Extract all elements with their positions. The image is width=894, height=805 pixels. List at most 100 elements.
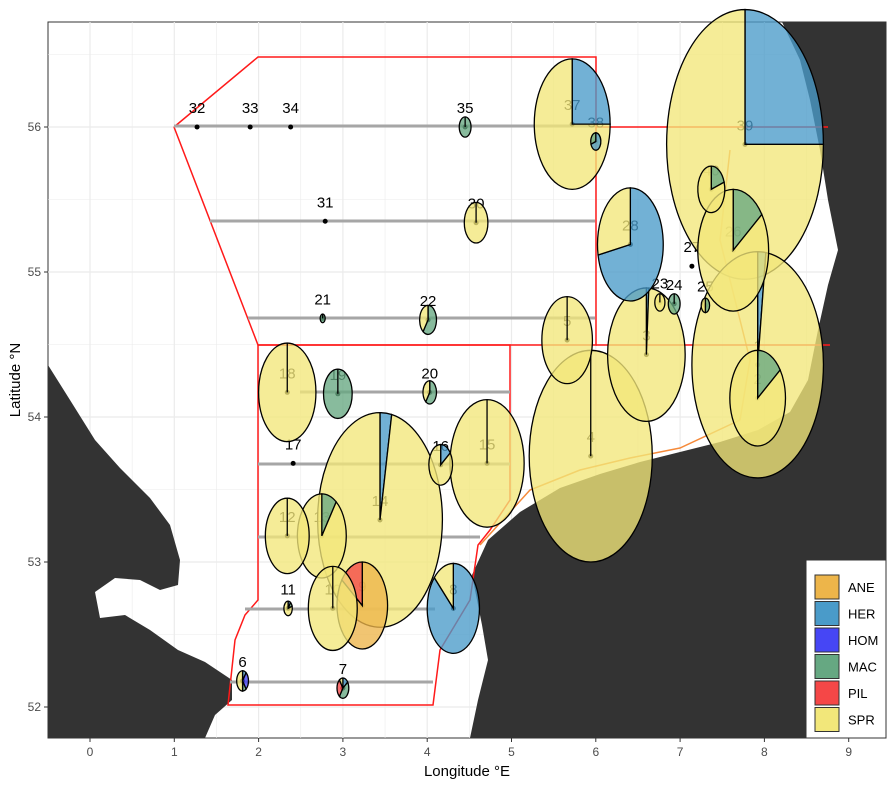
- legend-key-HOM: [814, 627, 840, 653]
- legend-label: MAC: [848, 660, 877, 675]
- station-label: 21: [314, 291, 331, 308]
- legend-key-MAC: [814, 654, 840, 679]
- station-dot: [194, 124, 200, 130]
- pie-station-18: [257, 342, 317, 443]
- legend-label: SPR: [848, 713, 875, 728]
- station-label: 34: [282, 100, 299, 117]
- station-label: 6: [238, 654, 246, 671]
- pie-station-13: [296, 493, 347, 579]
- x-axis-title: Longitude °E: [424, 763, 510, 780]
- pie-station-21: [319, 313, 326, 324]
- station-label: 11: [280, 581, 296, 598]
- pie-station-25: [700, 297, 711, 314]
- pie-slice-SPR: [533, 58, 611, 190]
- pie-station-6: [236, 670, 250, 692]
- pie-slice-HER: [571, 58, 611, 125]
- pie-station-7: [336, 677, 350, 699]
- land-england: [48, 365, 232, 738]
- station-label: 20: [421, 365, 438, 382]
- station-label: 35: [457, 100, 474, 117]
- pie-station-30: [463, 201, 489, 244]
- pie-slice-SPR: [428, 443, 454, 486]
- station-label: 7: [339, 661, 347, 678]
- pie-slice-SPR: [296, 493, 347, 579]
- pie-station-5: [541, 295, 594, 385]
- pie-slice-MAC: [422, 304, 438, 335]
- pie-station-15: [449, 398, 525, 528]
- legend-key-ANE: [814, 574, 840, 600]
- pie-station-37: [533, 58, 611, 190]
- station-dot: [322, 218, 328, 224]
- pie-slice-SPR: [596, 187, 632, 256]
- station-label: 32: [189, 100, 206, 117]
- pie-slice-MAC: [425, 380, 438, 405]
- pie-station-20: [422, 380, 438, 405]
- x-tick-label: 5: [508, 745, 515, 759]
- pie-slice-SPR: [236, 670, 244, 692]
- x-tick-label: 3: [340, 745, 347, 759]
- x-tick-label: 7: [677, 745, 684, 759]
- x-tick-label: 2: [255, 745, 262, 759]
- y-tick-label: 54: [28, 410, 42, 424]
- pie-station-22: [419, 304, 438, 335]
- x-tick-label: 6: [592, 745, 599, 759]
- pie-station-35: [458, 116, 472, 138]
- legend-key-HER: [814, 601, 840, 626]
- legend-label: PIL: [848, 686, 868, 701]
- x-tick-label: 8: [761, 745, 768, 759]
- land-continent: [470, 22, 886, 738]
- y-tick-label: 52: [28, 700, 42, 714]
- pie-station-26: [697, 188, 770, 312]
- station-label: 31: [317, 194, 334, 211]
- pie-station-16: [428, 443, 454, 486]
- x-tick-label: 0: [87, 745, 94, 759]
- station-dot: [288, 124, 294, 130]
- legend-label: ANE: [848, 580, 875, 595]
- station-label: 24: [666, 277, 683, 294]
- pie-station-8: [426, 562, 481, 654]
- y-axis-title: Latitude °N: [7, 343, 24, 417]
- station-label: 33: [242, 100, 259, 117]
- y-tick-label: 55: [28, 265, 42, 279]
- station-label: 22: [420, 293, 437, 310]
- area-north: [173, 56, 597, 346]
- x-tick-label: 4: [424, 745, 431, 759]
- legend-label: HOM: [848, 633, 878, 648]
- station-dot: [290, 460, 296, 466]
- pie-slice-SPR: [729, 349, 787, 447]
- pie-slice-SPR: [419, 304, 429, 333]
- pie-station-3: [606, 287, 686, 422]
- pie-slice-SPR: [700, 297, 707, 314]
- x-tick-label: 9: [845, 745, 852, 759]
- y-tick-label: 53: [28, 555, 42, 569]
- pie-station-2: [729, 349, 787, 447]
- legend: ANE HER HOM MAC PIL SPR: [805, 559, 887, 739]
- pie-station-12: [264, 497, 310, 575]
- pie-slice-SPR: [338, 677, 344, 689]
- y-tick-label: 56: [28, 120, 42, 134]
- pie-slice-SPR: [606, 287, 686, 422]
- pie-slice-SPR: [697, 165, 726, 214]
- x-tick-label: 1: [171, 745, 178, 759]
- pie-slice-SPR: [422, 380, 431, 403]
- pie-station-40: [697, 165, 726, 214]
- legend-label: HER: [848, 607, 875, 622]
- pie-slice-MAC: [590, 132, 597, 146]
- pie-station-24: [667, 293, 681, 315]
- pie-slice-HER: [744, 8, 825, 146]
- pies: [236, 8, 825, 699]
- pie-station-38: [590, 132, 602, 151]
- legend-key-SPR: [814, 707, 840, 732]
- pie-station-11: [283, 600, 293, 617]
- legend-key-PIL: [814, 680, 840, 706]
- pie-station-23: [654, 293, 666, 312]
- station-dot: [689, 263, 695, 269]
- pie-slice-MAC: [338, 680, 350, 699]
- station-dot: [247, 124, 253, 130]
- pie-slice-SPR: [283, 600, 293, 617]
- pie-station-28: [596, 187, 664, 302]
- pie-station-10: [307, 565, 358, 652]
